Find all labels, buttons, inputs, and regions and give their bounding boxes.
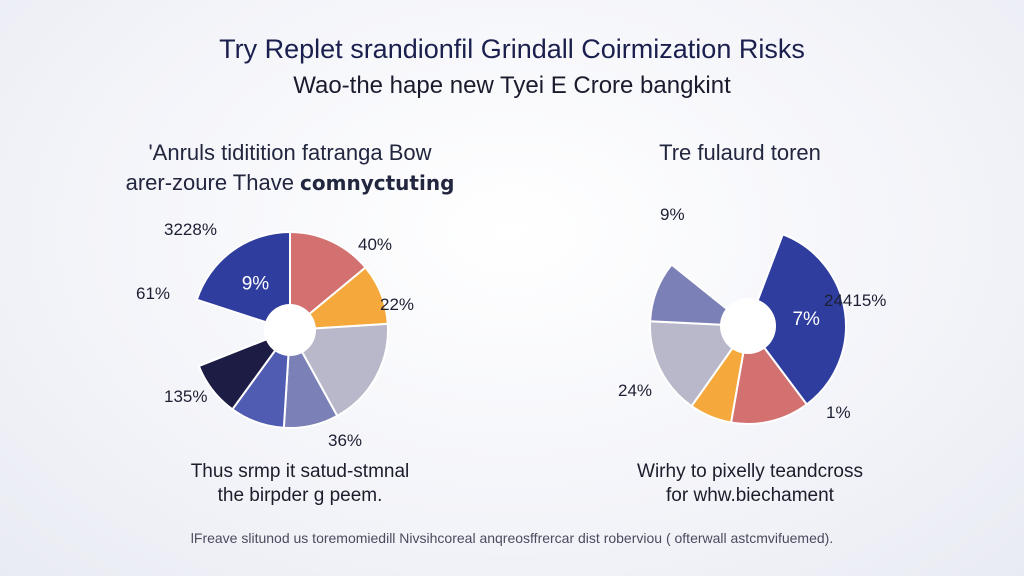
right-caption-line2: for whw.biechament <box>666 485 834 506</box>
left-chart-title-line2-b: comnyctuting <box>300 171 455 195</box>
left-annotation-1: 40% <box>358 235 392 254</box>
right-pie-slice-1 <box>746 233 847 406</box>
right-pie-chart: 7% <box>649 233 847 425</box>
left-pie-slice-1 <box>195 230 291 332</box>
right-chart-caption: Wirhy to pixelly teandcross for whw.biec… <box>570 460 930 508</box>
left-pie-slice-2 <box>289 230 367 333</box>
right-pie-slice-label-1: 7% <box>792 309 820 330</box>
right-pie-center-hole <box>720 298 776 354</box>
footnote: lFreave slitunod us toremomiedill Nivsih… <box>190 530 834 546</box>
left-pie-slice-7 <box>197 327 293 411</box>
right-pie-slice-5 <box>649 263 752 328</box>
left-caption-line2: the birpder g peem. <box>217 485 383 506</box>
right-pie-slice-4 <box>649 320 750 408</box>
left-chart-caption: Thus srmp it satud-stmnal the birpder g … <box>130 460 470 508</box>
right-annotation-2: 24415% <box>824 291 886 310</box>
left-caption-line1: Thus srmp it satud-stmnal <box>190 461 410 482</box>
left-annotation-2: 22% <box>380 295 414 314</box>
left-chart-title: 'Anruls tiditition fatranga Bow arer-zou… <box>60 138 520 198</box>
left-pie-chart: 9% <box>195 230 389 429</box>
left-chart-title-line2-a: arer-zoure Thave <box>125 170 301 195</box>
right-annotation-1: 9% <box>660 205 685 224</box>
left-annotation-6: 3228% <box>164 220 217 239</box>
left-pie-slice-4 <box>288 322 389 418</box>
page-subtitle: Wao-the hape new Tyei E Crore bangkint <box>293 72 731 99</box>
left-pie-slice-label-1: 9% <box>242 273 270 294</box>
left-chart-title-line2: arer-zoure Thave comnyctuting <box>60 168 520 198</box>
left-annotation-3: 36% <box>328 431 362 450</box>
left-chart-title-line1: 'Anruls tiditition fatranga Bow <box>148 140 432 165</box>
right-annotation-3: 1% <box>826 403 851 422</box>
left-pie-center-hole <box>264 304 316 356</box>
right-chart-title: Tre fulaurd toren <box>659 140 821 165</box>
left-annotation-5: 61% <box>136 284 170 303</box>
right-annotation-4: 24% <box>618 381 652 400</box>
page-title: Try Replet srandionfil Grindall Coirmiza… <box>219 34 805 64</box>
right-caption-line1: Wirhy to pixelly teandcross <box>637 461 863 482</box>
left-annotation-4: 135% <box>164 387 207 406</box>
